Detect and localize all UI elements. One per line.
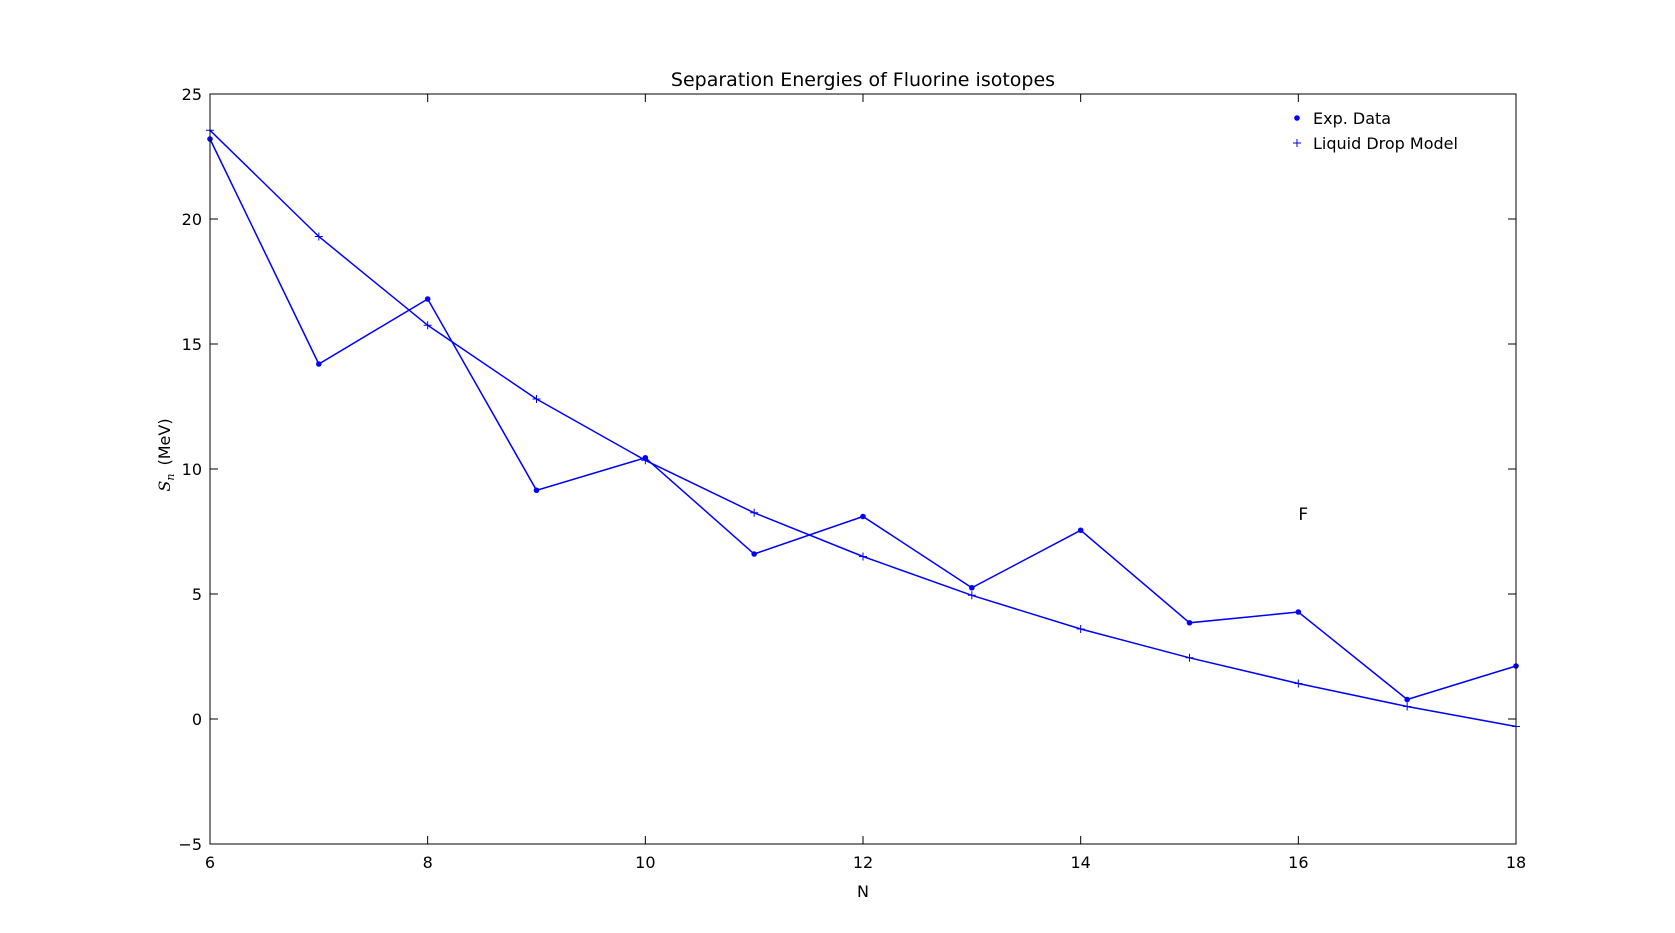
x-tick-label: 16 (1288, 853, 1308, 872)
chart-title: Separation Energies of Fluorine isotopes (671, 69, 1055, 91)
data-point (533, 487, 540, 494)
data-point (424, 296, 431, 302)
y-tick-label: −5 (178, 835, 202, 854)
y-axis-unit: (MeV) (155, 418, 174, 465)
y-tick-label: 10 (182, 460, 202, 479)
y-tick-label: 20 (182, 210, 202, 229)
data-point (1404, 696, 1410, 703)
axis-ticks (209, 93, 1517, 845)
data-point (750, 508, 759, 517)
data-point (751, 551, 757, 557)
legend-label: Exp. Data (1313, 109, 1391, 128)
legend-item: Liquid Drop Model (1293, 134, 1458, 153)
series-line (209, 129, 1517, 728)
x-tick-label: 18 (1506, 853, 1526, 872)
data-point (1077, 527, 1084, 534)
series-line (209, 138, 1517, 701)
tick-labels: 6 8 10 12 14 16 18 −5 0 5 10 15 20 25 (178, 85, 1526, 872)
data-point (967, 591, 976, 600)
y-axis-label: Sn (MeV) (155, 418, 177, 491)
series-1 (207, 136, 1519, 703)
annotations: F (1298, 505, 1308, 525)
series-layer (206, 126, 1520, 731)
x-tick-label: 12 (853, 853, 873, 872)
data-point (859, 552, 867, 561)
y-tick-label: 5 (192, 585, 202, 604)
y-tick-label: 0 (192, 710, 202, 729)
data-point (1186, 619, 1193, 626)
data-point (1294, 679, 1303, 688)
data-point (969, 584, 975, 591)
legend-item: Exp. Data (1294, 109, 1391, 128)
x-tick-label: 8 (423, 853, 433, 872)
data-point (314, 232, 323, 241)
series-2 (206, 126, 1520, 731)
x-axis-label: N (857, 882, 869, 901)
plot-frame (209, 93, 1517, 845)
data-point (860, 513, 866, 520)
data-point (1403, 702, 1412, 711)
data-point (423, 321, 432, 330)
x-tick-label: 10 (635, 853, 655, 872)
y-tick-label: 25 (182, 85, 202, 104)
x-tick-label: 14 (1070, 853, 1090, 872)
y-axis-symbol: S (155, 481, 174, 492)
data-point (316, 361, 322, 367)
x-tick-label: 6 (205, 853, 215, 872)
data-point (1295, 609, 1302, 615)
y-tick-label: 15 (182, 335, 202, 354)
y-axis-subscript: n (164, 474, 177, 481)
annotation-text: F (1298, 505, 1308, 525)
legend-label: Liquid Drop Model (1313, 134, 1458, 153)
data-point (1076, 625, 1085, 633)
legend-marker-plus (1293, 139, 1301, 147)
data-point (641, 456, 650, 465)
legend-marker-dot (1294, 115, 1300, 121)
data-point (532, 395, 541, 403)
legend: Exp. Data Liquid Drop Model (1293, 109, 1458, 153)
data-point (1185, 653, 1194, 662)
